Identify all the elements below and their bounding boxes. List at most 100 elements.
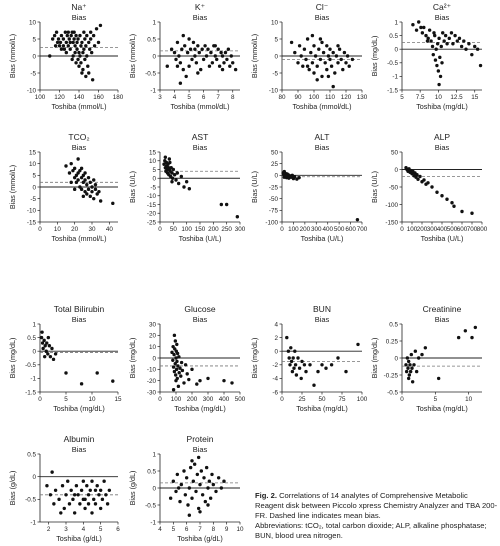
data-point [83,37,87,41]
data-point [326,54,331,58]
data-point [207,64,212,68]
y-axis-label: Bias (U/L) [250,171,259,203]
data-point [289,40,294,45]
data-point [320,363,324,367]
data-point [79,166,84,171]
chart-title: ALP [434,132,450,142]
y-tick-label: -1 [30,376,36,383]
figure-caption: Fig. 2. Correlations of 14 analytes of C… [255,491,498,541]
data-point [180,368,185,373]
data-point [305,64,310,68]
data-point [77,50,81,55]
data-point [174,489,178,494]
x-axis-label: Toshiba (mg/dL) [296,404,348,413]
data-point [97,189,101,194]
data-point [334,54,339,58]
x-tick-label: 400 [437,226,448,233]
y-tick-label: 0 [32,349,36,356]
data-point [213,44,217,48]
data-point [85,182,89,187]
y-tick-label: -10 [27,208,37,215]
x-tick-label: 5 [434,396,438,403]
data-point [183,363,188,367]
data-point [350,57,355,62]
y-tick-label: 20 [149,333,157,340]
data-point [441,31,445,35]
data-point [304,57,308,62]
x-tick-label: 400 [322,226,333,233]
data-point [187,486,192,490]
x-tick-label: 500 [447,226,458,233]
data-point [185,50,190,55]
y-tick-label: -15 [27,219,37,226]
chart-title: Creatinine [423,304,462,314]
data-point [229,54,233,58]
data-point [407,373,412,377]
y-tick-label: -0.5 [25,362,36,369]
x-tick-label: 30 [88,226,96,233]
y-tick-label: 0 [32,184,36,191]
x-tick-label: 6 [202,94,206,101]
data-point [410,366,414,370]
data-point [290,369,295,374]
data-point [464,47,468,51]
data-point [68,40,72,45]
y-tick-label: 1 [152,19,156,26]
data-point [79,61,83,65]
data-point [171,365,176,369]
x-tick-label: 50 [318,396,326,403]
x-tick-label: 700 [467,226,478,233]
data-point [173,373,178,377]
data-point [188,465,193,470]
data-point [193,47,197,51]
data-point [194,61,199,65]
y-tick-label: 0 [32,53,36,60]
data-point [180,47,184,51]
data-point [105,502,110,506]
x-tick-label: 0 [38,396,42,403]
data-point [455,39,459,43]
data-point [177,54,181,58]
data-point [430,44,435,49]
data-point [93,502,98,506]
data-point [196,44,200,48]
data-point [89,37,93,41]
data-point [73,50,77,55]
data-point [320,40,324,45]
x-tick-label: 5 [400,94,404,101]
data-point [182,185,186,189]
data-point [46,352,50,356]
y-tick-label: -150 [385,219,398,226]
y-tick-label: 4 [274,321,278,328]
x-tick-label: 12.5 [450,94,463,101]
chart-title: AST [192,132,209,142]
data-point [442,39,446,43]
data-point [408,363,412,367]
data-point [177,371,181,375]
data-point [80,40,84,45]
data-point [45,341,49,345]
data-point [179,360,184,365]
data-point [325,67,329,72]
y-tick-label: -1 [150,87,156,94]
data-point [435,42,440,46]
data-point [71,168,75,173]
x-tick-label: 200 [417,226,428,233]
x-tick-label: 100 [35,94,46,101]
data-point [300,359,304,364]
data-point [183,44,187,48]
x-tick-label: 100 [288,226,299,233]
data-point [404,363,408,367]
data-point [111,379,115,383]
data-point [297,366,302,370]
data-point [220,67,225,72]
data-point [72,493,77,497]
data-point [419,25,423,30]
data-point [422,178,426,182]
data-point [79,488,84,492]
data-point [190,57,194,62]
data-point [315,64,319,68]
data-point [47,344,52,348]
data-point [302,363,307,367]
